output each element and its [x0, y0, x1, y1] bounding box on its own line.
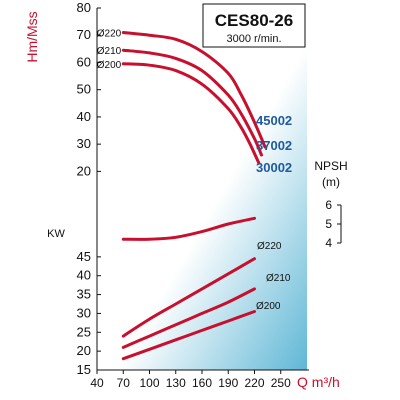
power-curve-line: [121, 287, 256, 349]
power-tick-label: 40: [77, 268, 91, 283]
head-tick-label: 30: [77, 136, 91, 151]
head-tick-label: 80: [77, 0, 91, 15]
plot-background: [97, 8, 307, 370]
x-tick-label: 160: [192, 376, 212, 390]
head-tick-label: 60: [77, 54, 91, 69]
power-tick-label: 35: [77, 287, 91, 302]
head-curve-line: [121, 31, 267, 149]
head-curve-model-tag: 30002: [256, 160, 292, 175]
x-tick-label: 220: [244, 376, 264, 390]
power-tick-label: 20: [77, 343, 91, 358]
x-axis-label: Q m³/h: [297, 374, 340, 390]
x-tick-label: 40: [90, 376, 104, 390]
head-curve-label: Ø220: [97, 29, 122, 40]
x-tick-label: 130: [166, 376, 186, 390]
curves-group: [121, 31, 267, 361]
head-axis-label: Hm/Mss: [24, 11, 40, 62]
power-tick-label: 25: [77, 324, 91, 339]
head-curve-line: [121, 48, 263, 157]
npsh-axis-unit: (m): [322, 175, 340, 189]
curve-labels-group: Ø220 45002 Ø210 37002 Ø200 30002 Ø220 Ø210 Ø200: [97, 29, 292, 312]
head-tick-label: 20: [77, 163, 91, 178]
head-tick-label: 50: [77, 82, 91, 97]
x-tick-label: 70: [117, 376, 131, 390]
npsh-tick-label: 5: [325, 217, 332, 231]
head-tick-label: 40: [77, 109, 91, 124]
power-tick-label: 30: [77, 305, 91, 320]
head-curve-model-tag: 45002: [256, 113, 292, 128]
power-curve-label: Ø220: [257, 241, 282, 252]
x-tick-label: 250: [271, 376, 291, 390]
npsh-curve-line: [121, 216, 256, 241]
head-curve-line: [121, 62, 261, 165]
head-curve-label: Ø200: [97, 60, 122, 71]
head-tick-label: 70: [77, 27, 91, 42]
npsh-axis-label: NPSH: [314, 159, 347, 173]
head-curve-model-tag: 37002: [256, 138, 292, 153]
npsh-tick-label: 6: [325, 198, 332, 212]
x-tick-label: 190: [218, 376, 238, 390]
chart-title: CES80-26: [215, 11, 293, 30]
axes-group: [96, 7, 342, 374]
power-tick-label: 15: [77, 362, 91, 377]
npsh-tick-label: 4: [325, 236, 332, 250]
power-curve-label: Ø210: [266, 273, 291, 284]
power-curve-label: Ø200: [256, 301, 281, 312]
title-box: [202, 3, 306, 48]
power-axis-label: KW: [47, 228, 65, 240]
head-curve-label: Ø210: [97, 46, 122, 57]
power-curve-line: [121, 310, 256, 361]
chart-subtitle: 3000 r/min.: [226, 33, 281, 45]
power-tick-label: 45: [77, 249, 91, 264]
power-curve-line: [121, 257, 256, 338]
x-tick-label: 100: [139, 376, 159, 390]
